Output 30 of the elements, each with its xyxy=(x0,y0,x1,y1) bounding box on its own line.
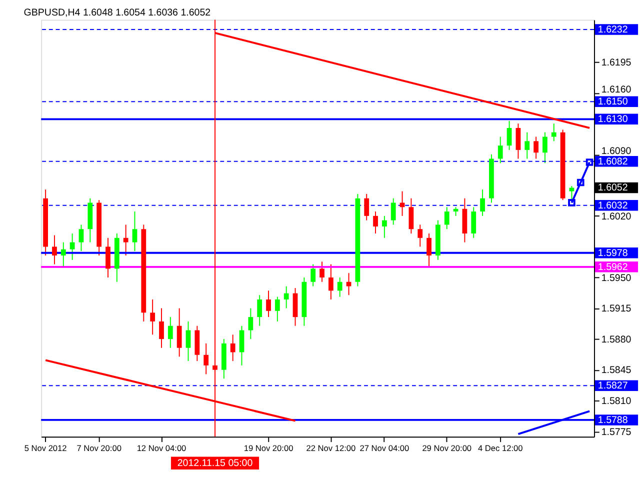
ref-line-label: 1.6032 xyxy=(598,200,628,212)
x-tick-label: 7 Nov 20:00 xyxy=(76,442,122,453)
ref-line-label: 1.6150 xyxy=(598,96,628,108)
ref-line-label: 1.6232 xyxy=(598,24,628,36)
y-tick-label: 1.5845 xyxy=(601,365,632,376)
x-tick-label: 29 Nov 20:00 xyxy=(422,442,472,453)
ref-line-label: 1.6082 xyxy=(598,156,628,168)
x-tick-label: 22 Nov 12:00 xyxy=(306,442,356,453)
ref-line-label: 1.6130 xyxy=(598,114,628,126)
y-tick-label: 1.5950 xyxy=(601,272,632,284)
text: 1.6052 xyxy=(598,182,628,194)
y-tick-label: 1.6195 xyxy=(601,57,632,68)
x-tick-label: 19 Nov 20:00 xyxy=(244,442,294,453)
y-tick-label: 1.5880 xyxy=(601,334,632,346)
chart-title: GBPUSD,H4 1.6048 1.6054 1.6036 1.6052 xyxy=(24,7,211,18)
x-tick-label: 5 Nov 2012 xyxy=(24,442,68,453)
x-tick-label: 12 Nov 04:00 xyxy=(136,442,187,453)
y-tick-label: 1.5915 xyxy=(601,304,632,315)
y-tick-label: 1.5775 xyxy=(601,426,632,438)
x-tick-label: 2012.11.15 05:00 xyxy=(177,458,254,470)
x-tick-label: 4 Dec 12:00 xyxy=(478,442,524,453)
y-tick-label: 1.6160 xyxy=(601,84,632,96)
ref-line-label: 1.5962 xyxy=(598,262,628,273)
y-tick-label: 1.6090 xyxy=(601,146,632,157)
ref-line-label: 1.5827 xyxy=(598,380,628,392)
ref-line-label: 1.5978 xyxy=(598,248,628,259)
y-tick-label: 1.5810 xyxy=(601,396,632,408)
x-tick-label: 27 Nov 04:00 xyxy=(360,442,410,453)
ref-line-label: 1.5788 xyxy=(598,414,628,426)
y-tick-label: 1.6020 xyxy=(601,211,632,222)
